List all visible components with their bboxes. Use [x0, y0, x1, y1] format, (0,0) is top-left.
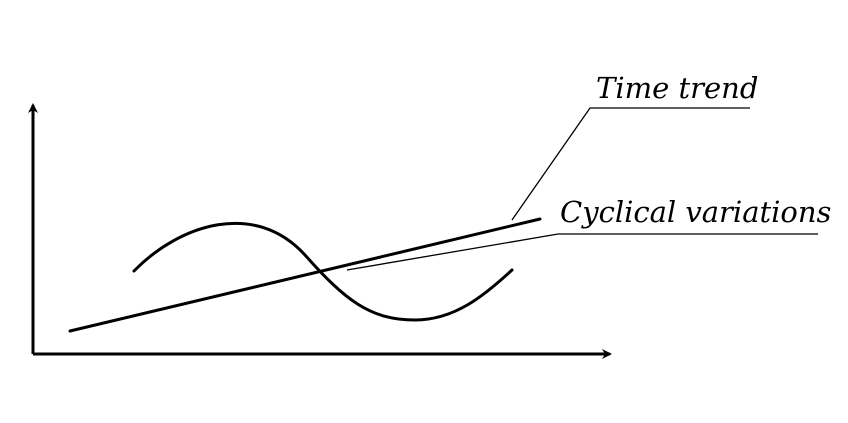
time-trend-label: Time trend — [596, 71, 758, 105]
cyclical-variations-leader-line — [346, 233, 818, 271]
time-trend-line — [68, 217, 542, 333]
cyclical-variations-label: Cyclical variations — [560, 195, 831, 229]
axes — [28, 103, 612, 359]
time-trend-leader-line — [511, 107, 750, 221]
cyclical-variation-curve — [132, 221, 514, 322]
